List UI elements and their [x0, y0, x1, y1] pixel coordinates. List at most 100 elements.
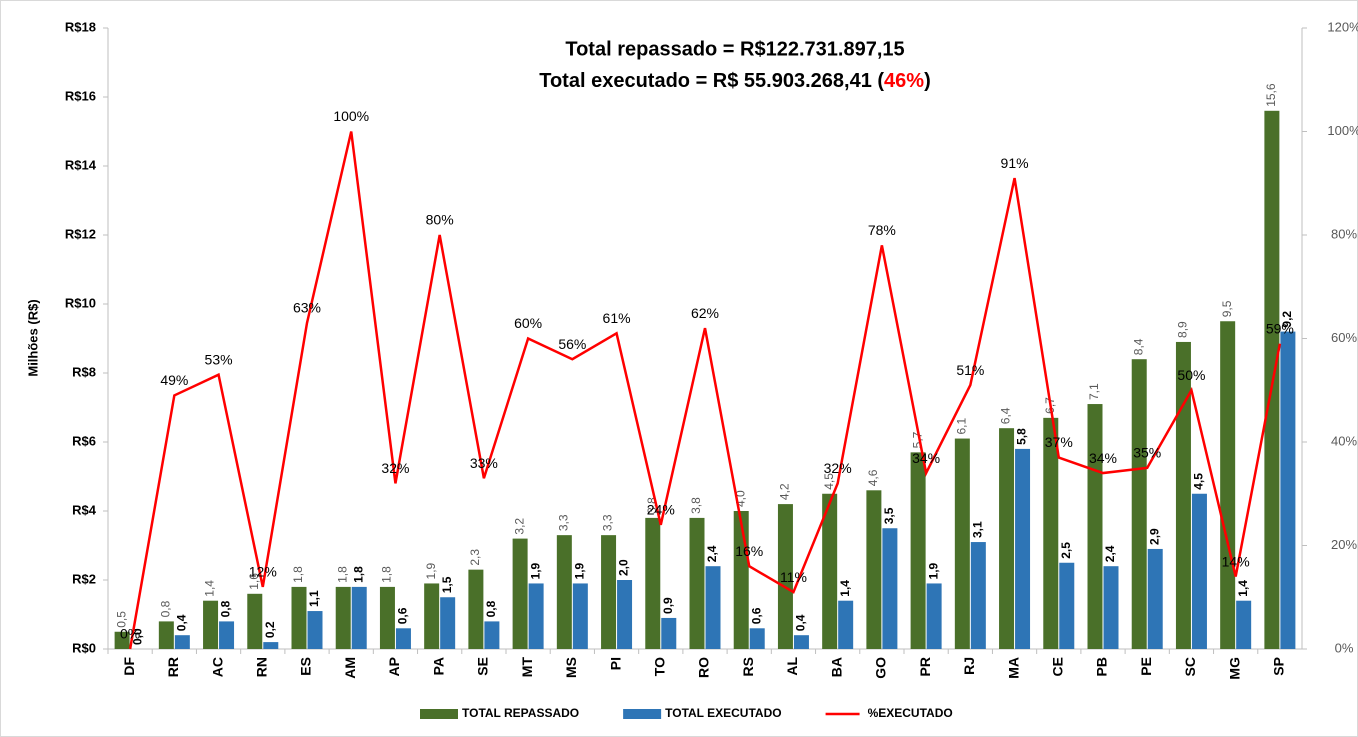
- bar: [705, 566, 721, 649]
- bar-value-label: 1,4: [1236, 580, 1250, 597]
- x-tick-label: DF: [121, 657, 137, 676]
- bar: [1175, 341, 1191, 649]
- bar: [1131, 359, 1147, 649]
- y2-tick-label: 80%: [1331, 226, 1357, 241]
- legend-label: TOTAL REPASSADO: [462, 706, 579, 720]
- bar: [793, 635, 809, 649]
- bar: [335, 586, 351, 649]
- bar: [556, 535, 572, 649]
- bar: [617, 580, 633, 649]
- legend-label: TOTAL EXECUTADO: [665, 706, 781, 720]
- bar-value-label: 0,8: [484, 600, 498, 617]
- bar-value-label: 1,9: [573, 562, 587, 579]
- x-tick-label: SE: [475, 657, 491, 676]
- bar-value-label: 1,9: [528, 562, 542, 579]
- line-value-label: 37%: [1045, 434, 1073, 450]
- x-tick-label: CE: [1049, 657, 1065, 676]
- x-tick-label: MG: [1226, 657, 1242, 680]
- line-value-label: 34%: [912, 450, 940, 466]
- bar-value-label: 3,3: [557, 514, 571, 531]
- line-value-label: 0%: [120, 626, 140, 642]
- bar: [174, 635, 190, 649]
- x-tick-label: RN: [253, 657, 269, 677]
- x-tick-label: RR: [165, 657, 181, 677]
- y2-tick-label: 0%: [1335, 640, 1354, 655]
- x-tick-label: RO: [696, 657, 712, 678]
- bar-value-label: 1,8: [351, 566, 365, 583]
- line-value-label: 32%: [381, 460, 409, 476]
- bar-value-label: 6,4: [999, 407, 1013, 424]
- x-tick-label: RJ: [961, 657, 977, 675]
- bar: [733, 511, 749, 649]
- line-value-label: 56%: [558, 336, 586, 352]
- y-axis-label: Milhões (R$): [25, 299, 40, 376]
- y-tick-label: R$4: [72, 502, 97, 517]
- x-tick-label: SP: [1271, 657, 1287, 676]
- x-tick-label: PA: [430, 657, 446, 675]
- bar-value-label: 0,9: [661, 597, 675, 614]
- x-tick-label: AC: [209, 657, 225, 677]
- x-tick-label: GO: [873, 657, 889, 679]
- x-tick-label: SC: [1182, 657, 1198, 676]
- bar: [440, 597, 456, 649]
- bar-value-label: 9,2: [1280, 311, 1294, 328]
- line-value-label: 60%: [514, 315, 542, 331]
- bar: [528, 583, 544, 649]
- bar: [114, 631, 130, 649]
- bar: [484, 621, 500, 649]
- line-value-label: 32%: [824, 460, 852, 476]
- bar-value-label: 1,8: [380, 566, 394, 583]
- y2-tick-label: 20%: [1331, 537, 1357, 552]
- line-value-label: 33%: [470, 455, 498, 471]
- bar-value-label: 1,9: [926, 562, 940, 579]
- bar-value-label: 1,4: [203, 580, 217, 597]
- bar-value-label: 1,6: [247, 573, 261, 590]
- y-tick-label: R$2: [72, 571, 96, 586]
- x-tick-label: PE: [1138, 657, 1154, 676]
- y2-tick-label: 60%: [1331, 330, 1357, 345]
- bar: [999, 428, 1015, 649]
- bar: [351, 586, 367, 649]
- x-tick-label: ES: [298, 657, 314, 676]
- line-value-label: 11%: [780, 569, 807, 585]
- line-value-label: 34%: [1089, 450, 1117, 466]
- bar-value-label: 0,4: [794, 614, 808, 631]
- line-value-label: 59%: [1266, 320, 1294, 336]
- bar: [572, 583, 588, 649]
- bar-value-label: 0,6: [749, 607, 763, 624]
- x-tick-label: PI: [607, 657, 623, 670]
- bar-value-label: 3,2: [512, 518, 526, 535]
- bar: [926, 583, 942, 649]
- bar-value-label: 2,3: [468, 549, 482, 566]
- bar: [203, 600, 219, 649]
- line-value-label: 12%: [249, 564, 277, 580]
- y-tick-label: R$12: [65, 226, 96, 241]
- bar-value-label: 3,8: [689, 497, 703, 514]
- bar: [1220, 321, 1236, 649]
- line-value-label: 63%: [293, 300, 321, 316]
- line-value-label: 49%: [160, 372, 188, 388]
- bar-value-label: 9,5: [1220, 300, 1234, 317]
- bar: [954, 438, 970, 649]
- bar-value-label: 1,8: [335, 566, 349, 583]
- bar-value-label: 2,0: [617, 559, 631, 576]
- bar: [1059, 562, 1075, 649]
- bar: [424, 583, 440, 649]
- bar-value-label: 8,4: [1131, 338, 1145, 355]
- line-value-label: 91%: [1001, 155, 1029, 171]
- x-tick-label: TO: [651, 657, 667, 676]
- bar-value-label: 1,4: [838, 580, 852, 597]
- bar: [777, 504, 793, 649]
- bar-value-label: 2,4: [1103, 545, 1117, 562]
- bar: [1147, 548, 1163, 649]
- bar: [1280, 331, 1296, 649]
- line-value-label: 100%: [333, 108, 369, 124]
- bar: [910, 452, 926, 649]
- legend: TOTAL REPASSADO TOTAL EXECUTADO %EXECUTADO: [420, 706, 953, 720]
- line-value-label: 51%: [956, 362, 984, 378]
- bar-value-label: 6,1: [955, 418, 969, 435]
- bar: [468, 569, 484, 649]
- bar-value-label: 3,5: [882, 507, 896, 524]
- bar-value-label: 4,6: [866, 469, 880, 486]
